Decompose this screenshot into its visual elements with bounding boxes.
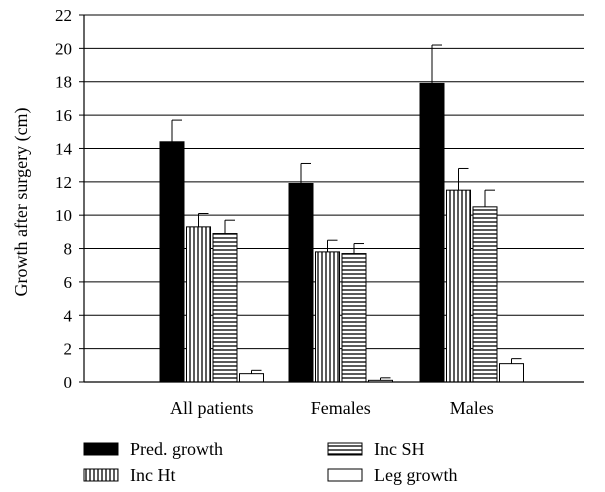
y-tick-label: 18	[55, 73, 72, 92]
bar-pred-growth-2	[419, 82, 445, 383]
bar-inc-sh-1	[341, 253, 367, 383]
axes-layer	[79, 14, 584, 383]
y-tick-label: 6	[64, 273, 73, 292]
category-label: All patients	[170, 398, 254, 418]
category-label: Females	[311, 398, 371, 418]
bar-pred-growth-1	[288, 182, 314, 383]
legend-label: Leg growth	[374, 465, 457, 485]
legend: Pred. growth Inc Ht Inc SH Leg growth	[83, 439, 457, 485]
y-tick-label: 0	[64, 373, 73, 392]
y-tick-label: 8	[64, 240, 73, 259]
y-tick-label: 10	[55, 206, 72, 225]
x-category-labels: All patients Females Males	[170, 398, 494, 418]
bar-inc-sh-0	[212, 233, 238, 383]
y-tick-label: 12	[55, 173, 72, 192]
bars-layer	[159, 44, 524, 383]
legend-swatch	[327, 468, 363, 482]
legend-label: Inc SH	[374, 439, 425, 459]
bar-pred-growth-0	[159, 141, 185, 383]
bar-leg-growth-2	[499, 363, 524, 383]
y-tick-label: 2	[64, 340, 73, 359]
legend-swatch	[83, 468, 119, 482]
category-label: Males	[450, 398, 494, 418]
y-tick-label: 20	[55, 39, 72, 58]
bar-inc-ht-2	[446, 189, 471, 383]
legend-label: Pred. growth	[130, 439, 223, 459]
y-tick-labels: 0 2 4 6 8 10 12 14 16 18 20 22	[55, 6, 73, 392]
y-tick-label: 14	[55, 139, 73, 158]
legend-swatch	[327, 442, 363, 456]
legend-label: Inc Ht	[130, 465, 175, 485]
y-tick-label: 22	[55, 6, 72, 25]
y-axis-title: Growth after surgery (cm)	[11, 107, 32, 296]
legend-swatch	[83, 442, 119, 456]
bar-inc-ht-0	[186, 226, 211, 383]
bar-leg-growth-0	[239, 373, 264, 383]
bar-inc-sh-2	[472, 206, 498, 383]
y-tick-label: 4	[64, 306, 73, 325]
bar-inc-ht-1	[315, 251, 340, 383]
y-tick-label: 16	[55, 106, 72, 125]
